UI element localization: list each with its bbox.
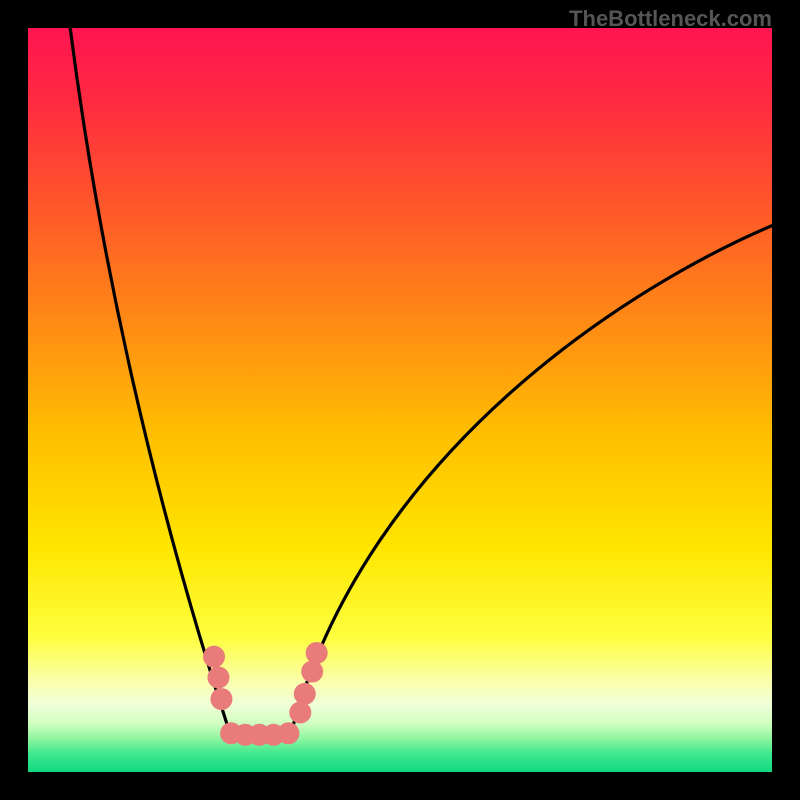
marker-dot xyxy=(277,722,299,744)
watermark-text: TheBottleneck.com xyxy=(569,6,772,32)
curve-layer xyxy=(0,0,800,800)
marker-dot xyxy=(306,642,328,664)
marker-dot xyxy=(301,661,323,683)
marker-dot xyxy=(207,667,229,689)
marker-dot xyxy=(210,688,232,710)
marker-dot xyxy=(294,683,316,705)
chart-container: TheBottleneck.com xyxy=(0,0,800,800)
marker-dot xyxy=(289,701,311,723)
marker-dot xyxy=(203,646,225,668)
